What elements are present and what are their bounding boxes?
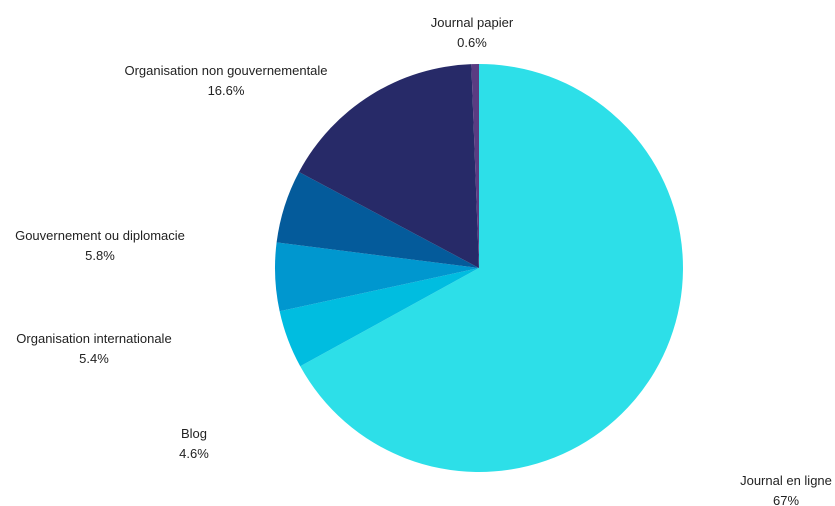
slice-label-organisation-internationale: Organisation internationale xyxy=(16,331,171,346)
pie-slice-journal-en-ligne xyxy=(300,64,683,472)
slice-label-journal-papier: Journal papier xyxy=(431,15,514,30)
pie-slice-gouvernement-ou-diplomacie xyxy=(276,171,479,268)
pie-slice-organisation-internationale xyxy=(275,242,479,312)
pie-slices xyxy=(275,63,683,472)
slice-value-journal-en-ligne: 67% xyxy=(773,493,799,506)
slice-value-organisation-non-gouvernementale: 16.6% xyxy=(208,83,245,98)
pie-slice-journal-papier xyxy=(471,63,479,269)
slice-value-journal-papier: 0.6% xyxy=(457,35,487,50)
slice-label-journal-en-ligne: Journal en ligne xyxy=(740,473,832,488)
slice-value-blog: 4.6% xyxy=(179,446,209,461)
slice-value-organisation-internationale: 5.4% xyxy=(79,351,109,366)
slice-label-blog: Blog xyxy=(181,426,207,441)
pie-slice-organisation-non-gouvernementale xyxy=(299,64,479,268)
slice-labels: Journal en ligne 67% Blog 4.6% Organisation … xyxy=(15,15,832,506)
slice-label-gouvernement-ou-diplomacie: Gouvernement ou diplomacie xyxy=(15,228,185,243)
slice-label-organisation-non-gouvernementale: Organisation non gouvernementale xyxy=(124,63,327,78)
pie-slice-blog xyxy=(279,268,479,367)
slice-value-gouvernement-ou-diplomacie: 5.8% xyxy=(85,248,115,263)
